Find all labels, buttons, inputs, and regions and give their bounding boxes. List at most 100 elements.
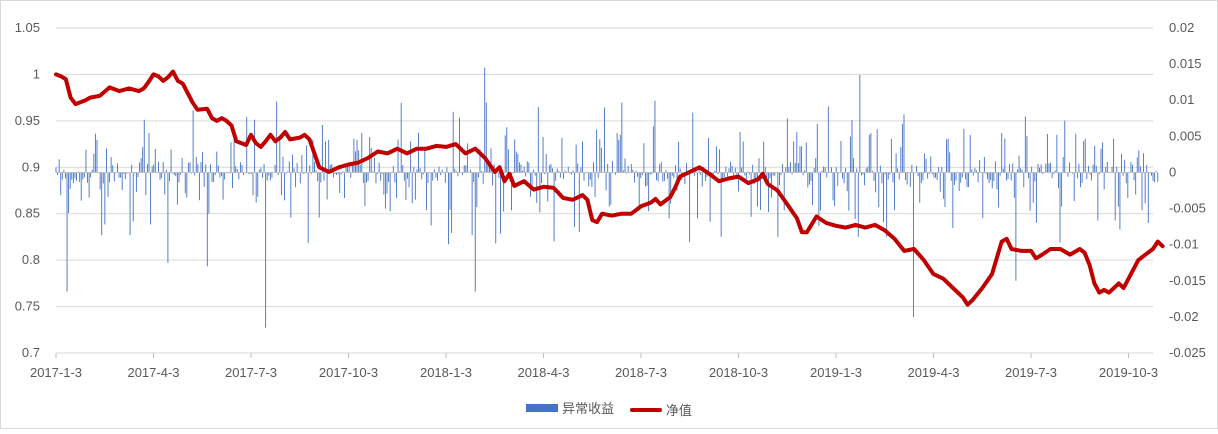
abnormal-return-bar xyxy=(295,172,297,188)
right-tick-label: 0.015 xyxy=(1169,56,1202,71)
abnormal-return-bar xyxy=(827,106,829,173)
abnormal-return-bar xyxy=(708,137,709,173)
abnormal-return-bar xyxy=(1125,172,1127,184)
abnormal-return-bar xyxy=(953,172,955,185)
abnormal-return-bar xyxy=(933,172,935,178)
abnormal-return-bar xyxy=(306,145,308,173)
abnormal-return-bar xyxy=(772,172,774,176)
abnormal-return-bar xyxy=(1050,162,1052,173)
abnormal-return-bar xyxy=(236,169,238,173)
abnormal-return-bar xyxy=(1157,172,1159,182)
abnormal-return-bar xyxy=(440,172,442,175)
abnormal-return-bar xyxy=(120,172,122,178)
abnormal-return-bar xyxy=(269,172,271,181)
abnormal-return-bar xyxy=(132,172,134,222)
abnormal-return-bar xyxy=(1095,165,1097,173)
abnormal-return-bar xyxy=(109,172,111,183)
abnormal-return-bar xyxy=(605,172,607,191)
abnormal-return-bar xyxy=(1048,163,1050,173)
abnormal-return-bar xyxy=(299,172,301,184)
abnormal-return-bar xyxy=(402,165,404,173)
abnormal-return-bar xyxy=(621,102,623,173)
abnormal-return-bar xyxy=(988,172,990,184)
abnormal-return-bar xyxy=(118,172,120,178)
abnormal-return-bar xyxy=(622,170,624,173)
abnormal-return-bar xyxy=(994,161,996,173)
right-tick-label: -0.025 xyxy=(1169,345,1206,360)
abnormal-return-bar xyxy=(723,172,725,177)
abnormal-return-bar xyxy=(720,172,722,237)
abnormal-return-bar xyxy=(399,171,401,173)
abnormal-return-bar xyxy=(600,147,602,173)
abnormal-return-bar xyxy=(903,114,905,173)
abnormal-return-bar xyxy=(906,172,908,185)
abnormal-return-bar xyxy=(129,172,131,236)
abnormal-return-bar xyxy=(504,135,506,173)
abnormal-return-bar xyxy=(615,172,616,175)
right-tick-label: -0.01 xyxy=(1169,237,1199,252)
abnormal-return-bar xyxy=(462,172,464,176)
abnormal-return-bar xyxy=(1013,172,1015,198)
abnormal-return-bar xyxy=(432,172,434,181)
abnormal-return-bar xyxy=(1106,161,1108,173)
abnormal-return-bar xyxy=(124,172,126,180)
abnormal-return-bar xyxy=(210,164,211,173)
abnormal-return-bar xyxy=(195,157,197,173)
abnormal-return-bar xyxy=(93,153,95,173)
abnormal-return-bar xyxy=(104,172,106,225)
legend-label: 异常收益 xyxy=(562,401,615,416)
abnormal-return-bar xyxy=(856,168,858,173)
abnormal-return-bar xyxy=(169,172,170,182)
abnormal-return-bar xyxy=(769,172,771,179)
abnormal-return-bar xyxy=(339,172,341,194)
x-tick-label: 2019-1-3 xyxy=(810,365,862,380)
abnormal-return-bar xyxy=(1144,172,1146,204)
right-tick-label: -0.015 xyxy=(1169,273,1206,288)
abnormal-return-bar xyxy=(816,123,818,173)
abnormal-return-bar xyxy=(1040,164,1042,173)
abnormal-return-bar xyxy=(310,172,312,174)
abnormal-return-bar xyxy=(788,166,790,173)
abnormal-return-bar xyxy=(113,172,115,182)
abnormal-return-bar xyxy=(961,172,963,178)
legend-swatch-line xyxy=(629,407,662,412)
x-tick-label: 2018-10-3 xyxy=(709,365,768,380)
abnormal-return-bar xyxy=(706,172,708,178)
abnormal-return-bar xyxy=(121,172,123,190)
abnormal-return-bar xyxy=(143,119,145,173)
abnormal-return-bar xyxy=(588,172,590,187)
abnormal-return-bar xyxy=(862,172,864,175)
abnormal-return-bar xyxy=(198,172,200,201)
abnormal-return-bar xyxy=(674,165,676,173)
abnormal-return-bar xyxy=(635,170,637,173)
abnormal-return-bar xyxy=(1081,172,1083,183)
net-value-line xyxy=(54,69,1165,307)
abnormal-return-bar xyxy=(656,172,657,180)
abnormal-return-bar xyxy=(864,172,866,186)
abnormal-return-bar xyxy=(488,166,490,173)
abnormal-return-bar xyxy=(840,140,842,173)
abnormal-return-bar xyxy=(492,172,494,186)
abnormal-return-bar xyxy=(323,172,325,181)
abnormal-return-bar xyxy=(72,172,74,184)
abnormal-return-bar xyxy=(123,172,125,174)
abnormal-return-bar xyxy=(835,167,837,173)
abnormal-return-bar xyxy=(351,165,353,173)
abnormal-return-bar xyxy=(645,172,646,187)
abnormal-return-bar xyxy=(974,167,976,173)
abnormal-return-bar xyxy=(328,139,330,173)
abnormal-return-bar xyxy=(214,172,216,176)
abnormal-return-bar xyxy=(455,171,457,173)
abnormal-return-bar xyxy=(646,172,648,186)
abnormal-return-bar xyxy=(531,172,533,187)
abnormal-return-bar xyxy=(367,172,369,182)
abnormal-return-bar xyxy=(972,172,974,176)
abnormal-return-bar xyxy=(1114,172,1116,221)
abnormal-return-bar xyxy=(222,172,224,200)
abnormal-return-bar xyxy=(307,172,309,243)
abnormal-return-bar xyxy=(83,172,85,178)
abnormal-return-bar xyxy=(178,172,180,183)
right-tick-label: 0.005 xyxy=(1169,128,1202,143)
abnormal-return-bar xyxy=(745,172,747,179)
